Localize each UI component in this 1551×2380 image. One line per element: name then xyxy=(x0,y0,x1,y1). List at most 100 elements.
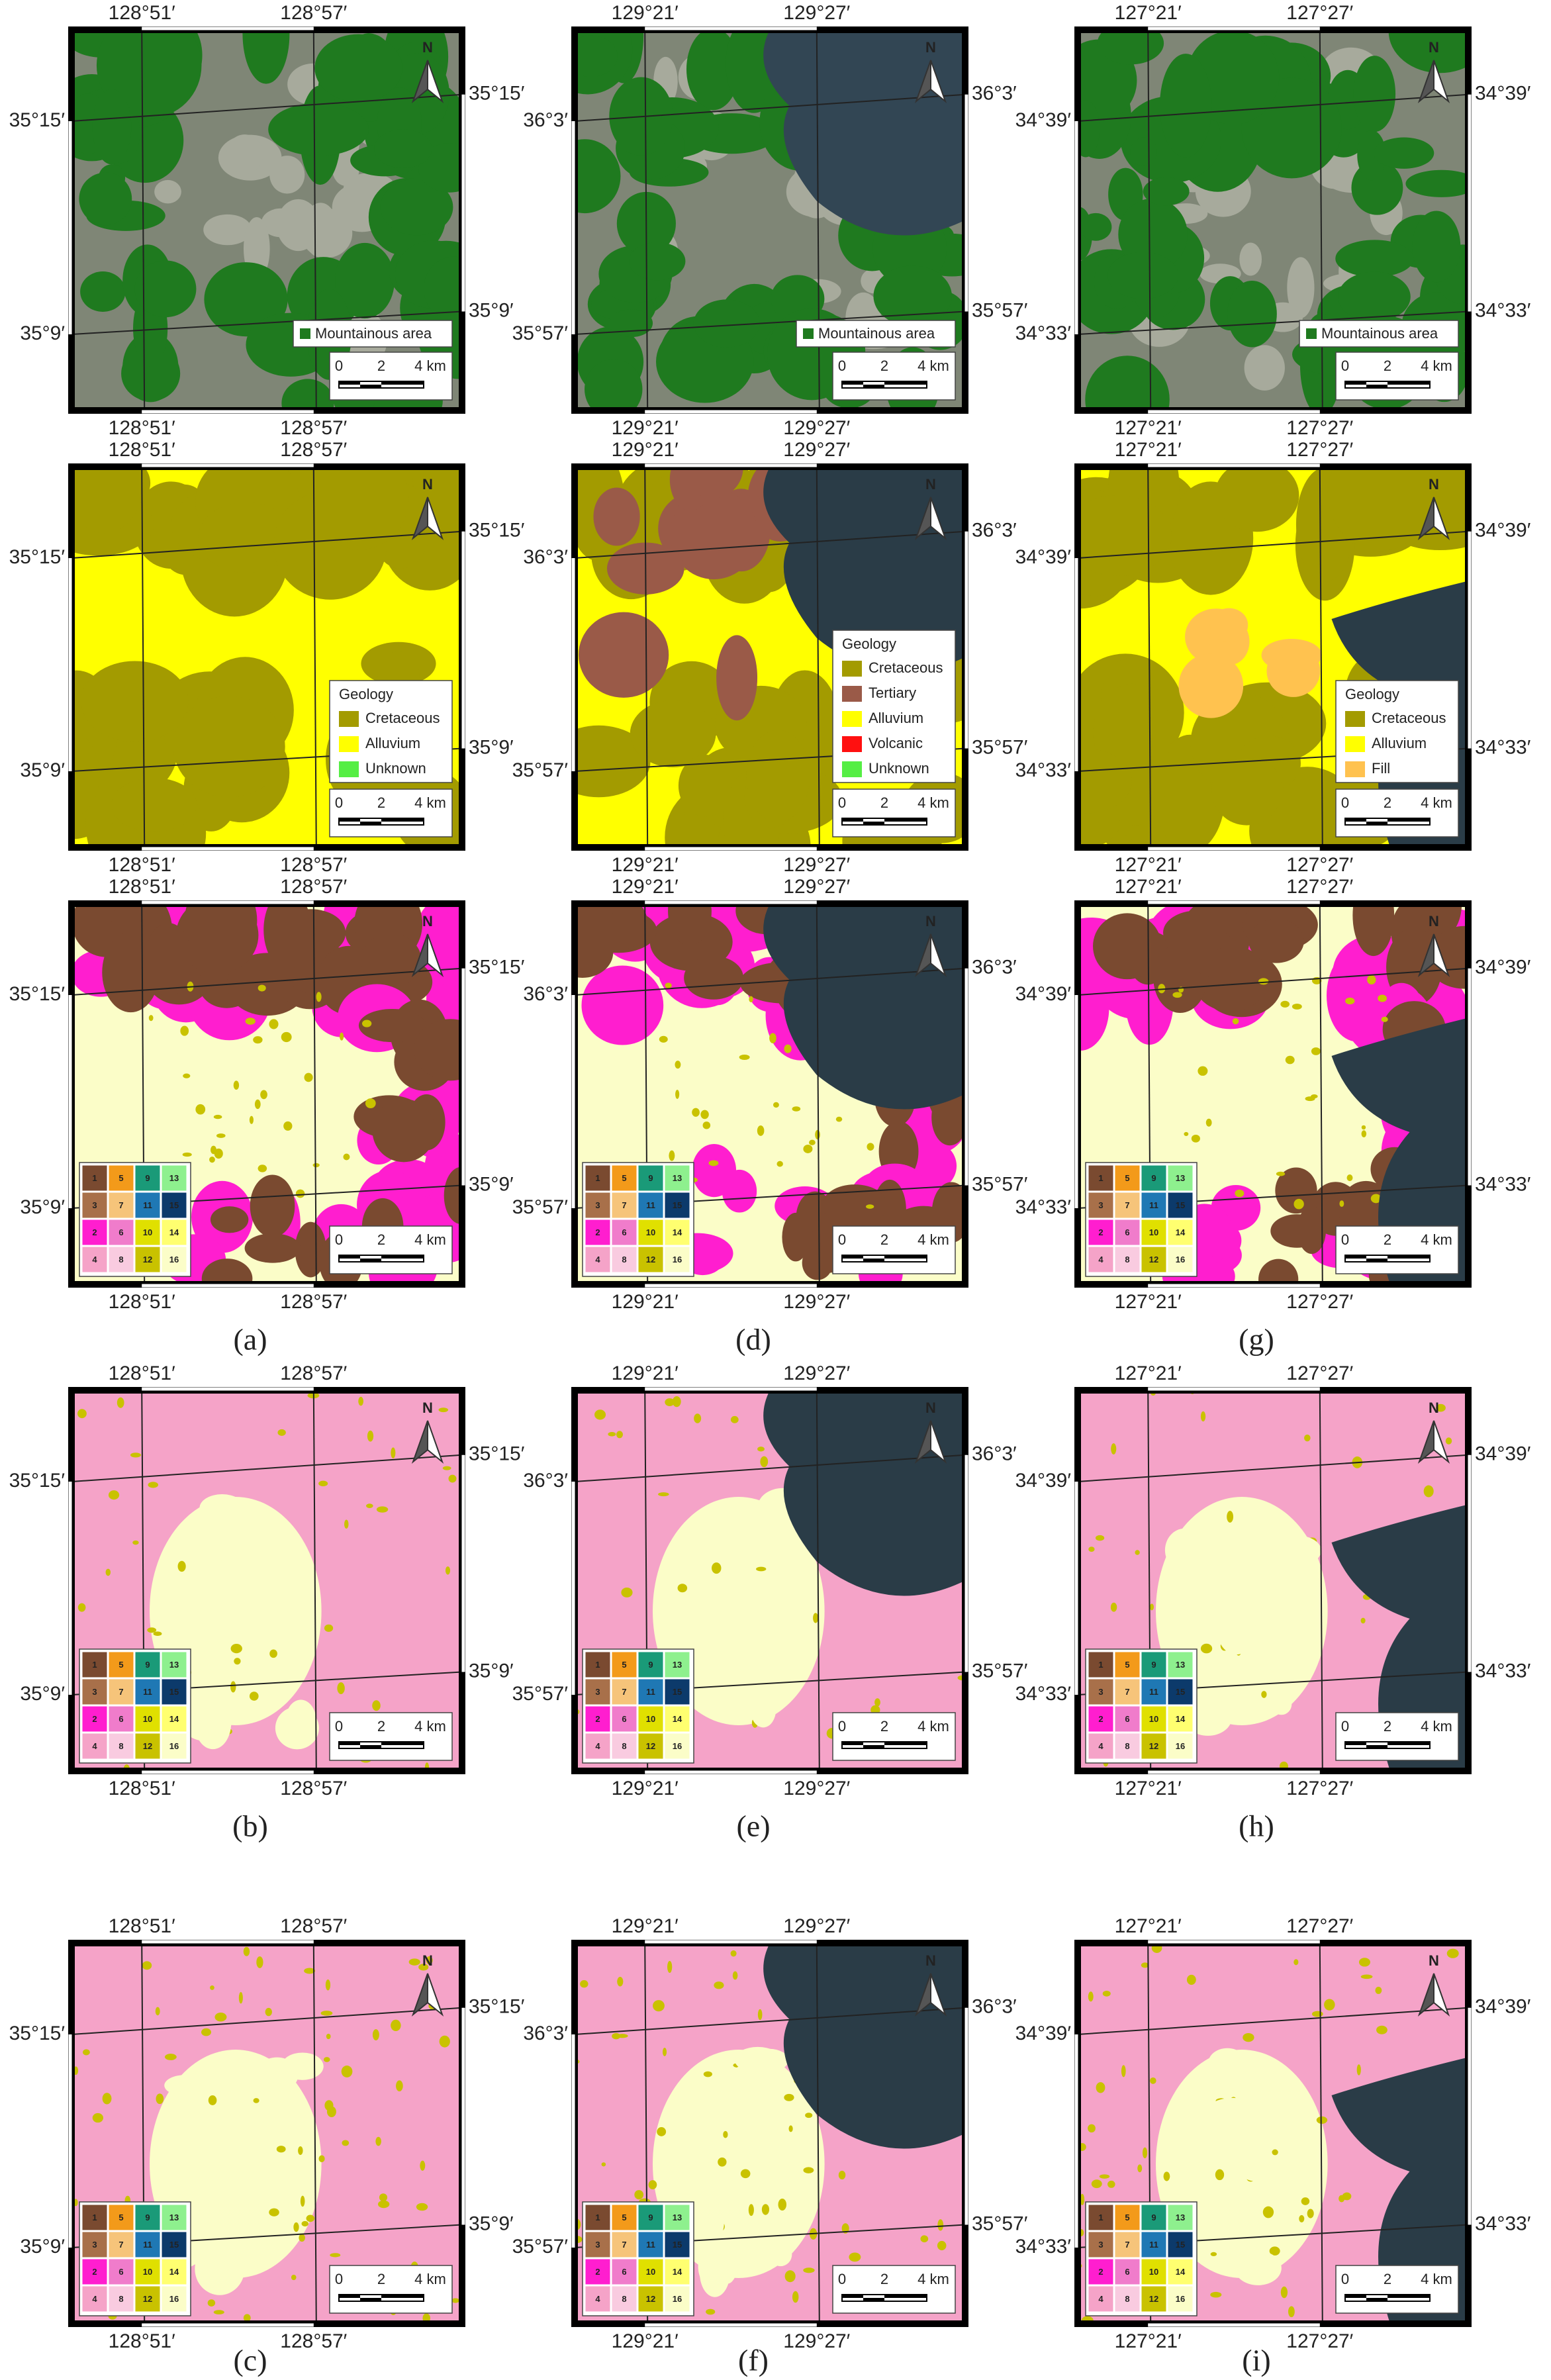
legend-swatch xyxy=(300,328,310,339)
map-patch xyxy=(1360,1617,1366,1624)
class-label: 14 xyxy=(673,1714,682,1724)
y-coord-label: 35°57′ xyxy=(512,2236,569,2258)
map-patch xyxy=(71,732,100,817)
map-patch xyxy=(1227,1511,1234,1523)
class-swatch xyxy=(1167,2204,1194,2231)
map-patch xyxy=(678,754,733,817)
class-label: 4 xyxy=(92,1255,97,1264)
map-patch xyxy=(1149,1603,1154,1611)
map-patch xyxy=(841,2223,849,2234)
north-arrow xyxy=(914,1973,931,2017)
map-patch xyxy=(335,242,395,319)
map-patch xyxy=(665,982,672,988)
y-coord-label: 35°15′ xyxy=(9,109,66,131)
map-patch xyxy=(803,2167,814,2173)
class-label: 14 xyxy=(169,2267,179,2277)
panel-label: (d) xyxy=(735,1323,771,1357)
map-patch xyxy=(244,1233,301,1263)
map-patch xyxy=(180,1025,189,1036)
graticule-line xyxy=(575,2007,965,2035)
class-label: 11 xyxy=(1149,1687,1158,1697)
class-swatch xyxy=(611,1246,637,1273)
map-patch xyxy=(1378,994,1387,1002)
map-patch xyxy=(778,2198,787,2211)
class-label: 15 xyxy=(169,1200,179,1210)
class-label: 12 xyxy=(646,1741,655,1751)
y-coord-label: 35°15′ xyxy=(469,1443,525,1465)
scale-bar-label: 4 km xyxy=(414,1231,446,1248)
map-patch xyxy=(281,1031,292,1043)
class-label: 5 xyxy=(622,1660,626,1670)
map-patch xyxy=(238,1992,243,2004)
x-coord-label: 128°57′ xyxy=(280,439,347,461)
legend-label: Cretaceous xyxy=(1372,710,1446,726)
north-arrow xyxy=(914,933,931,978)
legend-label: Mountainous area xyxy=(1321,325,1438,342)
map-patch xyxy=(213,1114,222,1119)
y-coord-label: 35°15′ xyxy=(469,83,525,105)
class-label: 12 xyxy=(1149,1255,1158,1264)
map-patch xyxy=(813,1613,819,1623)
class-swatch xyxy=(161,1219,187,1246)
graticule-line xyxy=(312,904,317,1284)
class-label: 5 xyxy=(622,2213,626,2222)
class-label: 5 xyxy=(118,1660,123,1670)
map-patch xyxy=(445,1566,451,1575)
map-patch xyxy=(757,1613,778,1642)
class-label: 9 xyxy=(648,1660,653,1670)
map-patch xyxy=(874,1698,880,1707)
map-panel: 127°21′ 127°21′ 127°27′ 127°27′ 34°39′ 34°39′… xyxy=(1015,876,1531,1313)
map-patch xyxy=(730,1415,739,1423)
class-label: 11 xyxy=(646,1687,655,1697)
map-patch xyxy=(242,2178,270,2207)
y-coord-label: 35°9′ xyxy=(20,1196,65,1218)
sea xyxy=(1331,1018,1468,1284)
x-coord-label: 128°51′ xyxy=(109,439,175,461)
class-swatch xyxy=(637,2285,664,2312)
class-label: 1 xyxy=(92,2213,97,2222)
map-patch xyxy=(220,2096,242,2139)
map-patch xyxy=(682,467,743,499)
y-coord-label: 34°33′ xyxy=(1015,1683,1072,1705)
map-patch xyxy=(230,1681,236,1693)
scale-bar xyxy=(884,381,927,385)
class-label: 4 xyxy=(92,1741,97,1751)
map-panel: 129°21′ 129°21′ 129°27′ 129°27′ 36°3′ 36°3′ 35… xyxy=(512,439,1028,876)
class-swatch xyxy=(1088,1246,1114,1273)
graticule-line xyxy=(1319,1390,1323,1771)
class-label: 2 xyxy=(1098,1714,1103,1724)
class-label: 5 xyxy=(1125,1660,1129,1670)
scale-bar xyxy=(1387,1255,1430,1259)
class-label: 2 xyxy=(92,1714,97,1724)
class-swatch xyxy=(585,1192,611,1219)
class-swatch xyxy=(134,1733,161,1760)
map-patch xyxy=(1210,2252,1217,2257)
class-swatch xyxy=(664,1165,690,1192)
map-patch xyxy=(1078,100,1100,158)
legend-label: Alluvium xyxy=(1372,735,1427,751)
map-patch xyxy=(1158,984,1166,994)
class-label: 9 xyxy=(1151,1173,1156,1183)
map-patch xyxy=(1229,1659,1257,1682)
y-coord-label: 34°39′ xyxy=(1475,83,1531,105)
map-patch xyxy=(1200,1411,1206,1422)
scale-bar xyxy=(884,1742,927,1745)
map-patch xyxy=(226,134,263,174)
map-patch xyxy=(1099,2174,1110,2179)
y-coord-label: 35°9′ xyxy=(20,759,65,781)
class-swatch xyxy=(1167,1219,1194,1246)
class-swatch xyxy=(664,1733,690,1760)
y-coord-label: 35°15′ xyxy=(9,2023,66,2044)
legend-swatch xyxy=(842,686,862,702)
map-patch xyxy=(211,1145,217,1155)
map-patch xyxy=(424,256,462,321)
class-swatch xyxy=(1167,1246,1194,1273)
map-patch xyxy=(1235,2251,1282,2285)
panel-label: (b) xyxy=(232,1809,268,1843)
map-patch xyxy=(746,730,810,822)
map-patch xyxy=(155,2007,160,2016)
class-swatch xyxy=(611,1733,637,1760)
map-patch xyxy=(769,1033,776,1043)
scale-bar xyxy=(360,1259,381,1262)
map-patch xyxy=(740,2169,751,2179)
